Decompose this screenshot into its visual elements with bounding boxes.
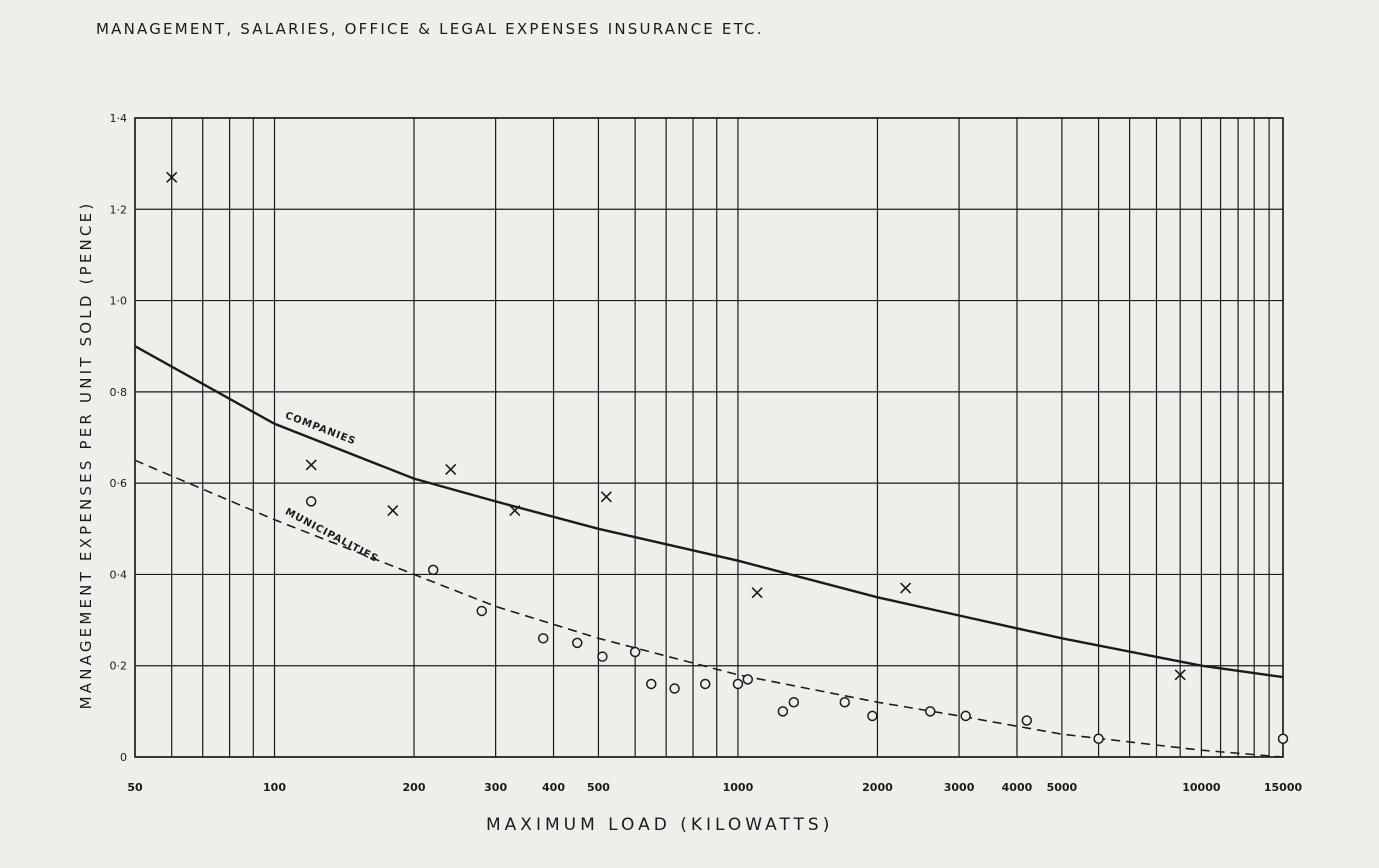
data-point-municipalities bbox=[1093, 733, 1104, 744]
y-tick-label: 1·2 bbox=[110, 203, 128, 216]
data-point-municipalities bbox=[597, 651, 608, 662]
y-axis-label: MANAGEMENT EXPENSES PER UNIT SOLD (PENCE… bbox=[77, 200, 95, 710]
data-point-municipalities bbox=[699, 678, 711, 690]
data-point-municipalities bbox=[925, 706, 936, 717]
y-tick-label: 1·4 bbox=[110, 112, 128, 125]
data-point-companies bbox=[600, 491, 612, 503]
data-point-municipalities bbox=[629, 646, 641, 658]
data-point-municipalities bbox=[960, 710, 971, 722]
data-point-municipalities bbox=[1021, 715, 1033, 726]
data-point-companies bbox=[166, 171, 178, 183]
chart-points bbox=[166, 171, 1289, 744]
data-point-municipalities bbox=[427, 564, 439, 576]
y-tick-label: 0·4 bbox=[110, 568, 128, 581]
data-point-municipalities bbox=[305, 496, 317, 507]
data-point-municipalities bbox=[788, 696, 800, 708]
data-point-municipalities bbox=[839, 696, 851, 708]
data-point-municipalities bbox=[645, 678, 657, 690]
x-tick-label: 2000 bbox=[862, 781, 893, 794]
chart-labels: 0 0·2 0·4 0·6 0·8 1·0 1·2 1·4 50 100 200 300 400 500 1… bbox=[110, 112, 1303, 794]
data-point-companies bbox=[305, 459, 317, 471]
data-point-companies bbox=[1174, 669, 1186, 681]
data-point-municipalities bbox=[732, 678, 744, 690]
x-tick-label: 300 bbox=[484, 781, 507, 794]
data-point-municipalities bbox=[1277, 733, 1289, 744]
data-point-companies bbox=[445, 463, 457, 476]
x-tick-label: 10000 bbox=[1182, 781, 1221, 794]
y-tick-label: 0 bbox=[120, 751, 127, 764]
x-tick-label: 1000 bbox=[723, 781, 754, 794]
x-tick-label: 100 bbox=[263, 781, 286, 794]
data-point-companies bbox=[900, 582, 912, 594]
chart-curves bbox=[134, 345, 1284, 758]
x-tick-label: 3000 bbox=[944, 781, 975, 794]
x-tick-label: 200 bbox=[403, 781, 426, 794]
data-point-municipalities bbox=[537, 633, 549, 644]
data-point-companies bbox=[509, 504, 521, 517]
series-curve-municipalities bbox=[134, 459, 1284, 758]
plot-frame bbox=[134, 117, 1284, 758]
x-axis-label: MAXIMUM LOAD (KILOWATTS) bbox=[486, 815, 834, 835]
x-tick-label: 4000 bbox=[1002, 781, 1033, 794]
chart-title: MANAGEMENT, SALARIES, OFFICE & LEGAL EXP… bbox=[96, 20, 764, 38]
y-tick-label: 0·8 bbox=[110, 386, 128, 399]
data-point-municipalities bbox=[777, 706, 789, 717]
x-tick-label: 15000 bbox=[1264, 781, 1303, 794]
x-tick-label: 500 bbox=[587, 781, 610, 794]
y-tick-label: 1·0 bbox=[110, 295, 128, 308]
data-point-municipalities bbox=[867, 710, 878, 722]
x-tick-label: 400 bbox=[542, 781, 565, 794]
series-label-municipalities: MUNICIPALITIES bbox=[283, 507, 380, 566]
series-curve-companies bbox=[134, 345, 1284, 679]
y-tick-label: 0·2 bbox=[110, 660, 128, 673]
y-tick-label: 0·6 bbox=[110, 477, 128, 490]
data-point-municipalities bbox=[669, 683, 680, 694]
data-point-municipalities bbox=[476, 605, 487, 617]
data-point-companies bbox=[387, 504, 399, 517]
data-point-companies bbox=[751, 587, 763, 599]
x-tick-label: 50 bbox=[127, 781, 143, 794]
data-point-municipalities bbox=[742, 674, 754, 685]
x-tick-label: 5000 bbox=[1047, 781, 1078, 794]
data-point-municipalities bbox=[571, 637, 583, 649]
